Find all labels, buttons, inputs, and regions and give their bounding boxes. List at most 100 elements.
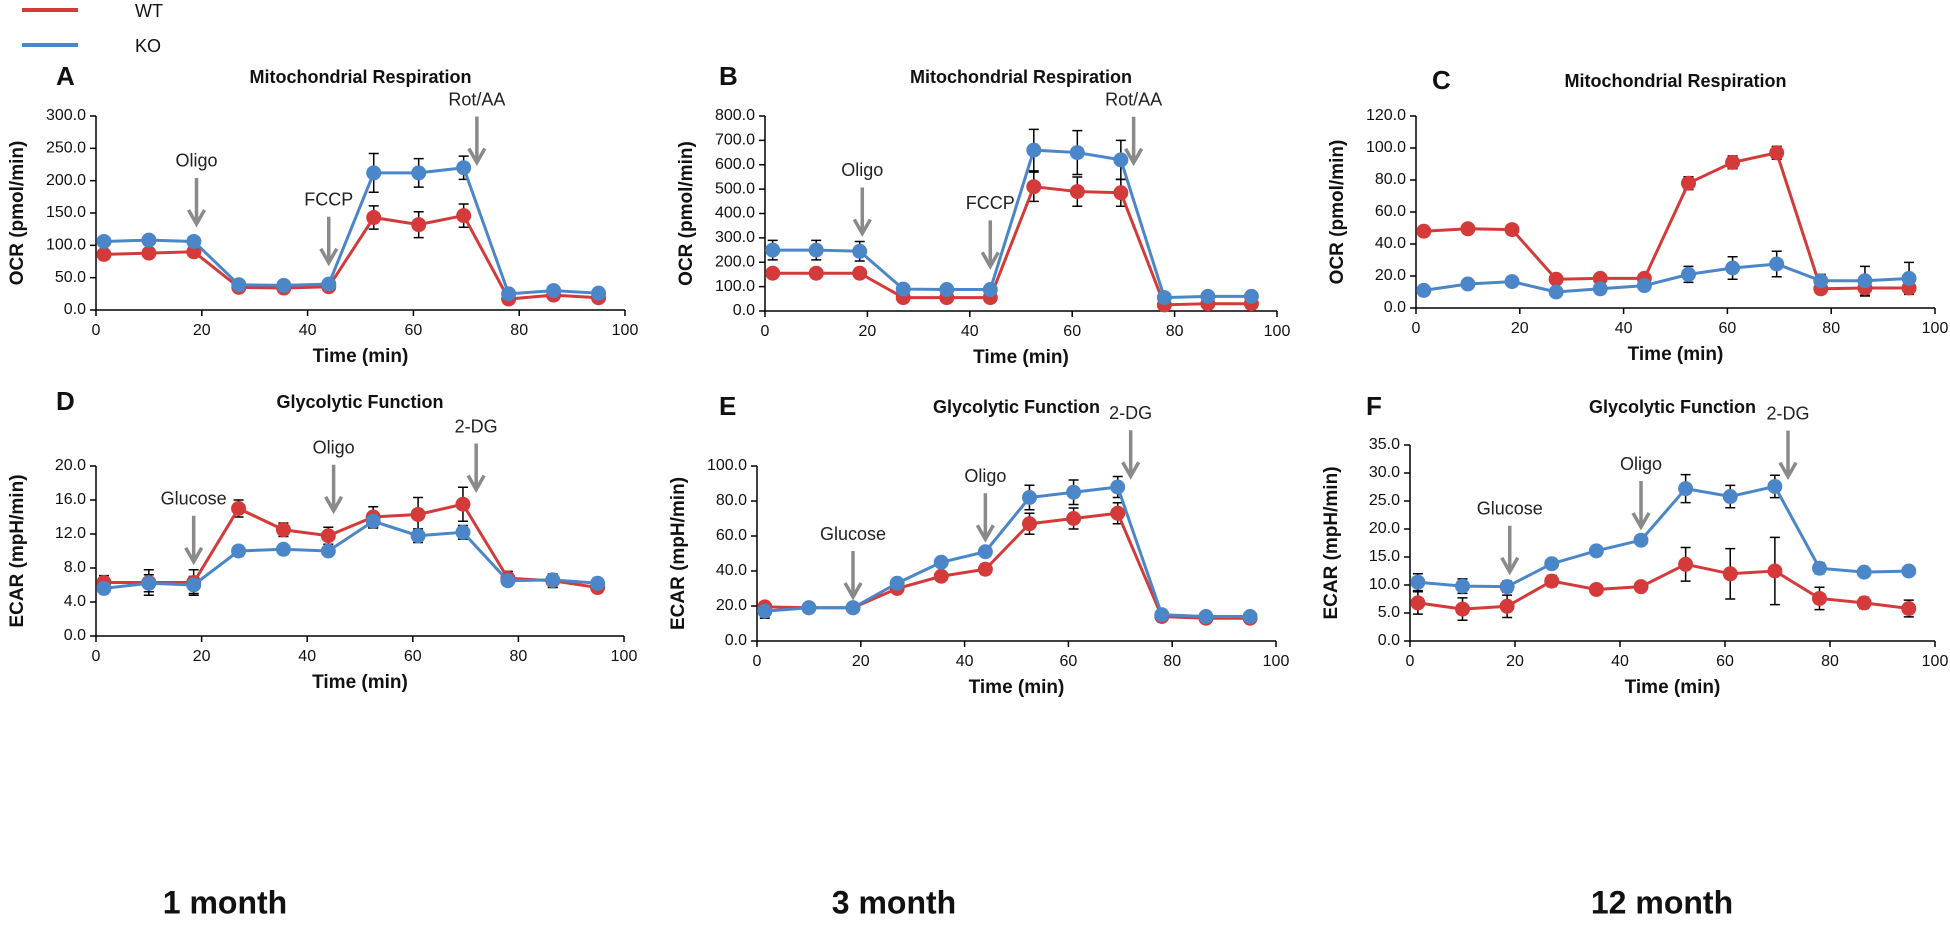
chart-title: Glycolytic Function xyxy=(276,392,443,412)
annotation-label: Glucose xyxy=(161,489,227,509)
data-point xyxy=(1812,560,1827,576)
annotation-arrow xyxy=(1500,525,1520,576)
data-point xyxy=(141,245,157,261)
data-point xyxy=(1243,288,1259,304)
data-point xyxy=(500,573,516,589)
data-point xyxy=(1544,573,1560,589)
y-tick-label: 0.0 xyxy=(733,302,755,319)
data-point xyxy=(365,513,381,529)
x-tick-label: 60 xyxy=(1719,320,1737,337)
data-point xyxy=(889,575,905,591)
panel-letter: C xyxy=(1432,65,1451,95)
data-point xyxy=(1812,590,1827,606)
data-point xyxy=(1026,179,1042,195)
x-tick-label: 0 xyxy=(1406,653,1415,670)
x-tick-label: 20 xyxy=(193,648,211,665)
data-point xyxy=(455,524,471,540)
y-tick-label: 40.0 xyxy=(716,562,747,579)
data-point xyxy=(1455,601,1470,617)
x-tick-label: 80 xyxy=(1822,320,1840,337)
data-point xyxy=(1725,260,1741,276)
y-tick-label: 10.0 xyxy=(1369,576,1400,593)
x-tick-label: 100 xyxy=(1263,653,1290,670)
data-point xyxy=(1544,556,1560,572)
x-tick-label: 100 xyxy=(1922,653,1949,670)
y-tick-label: 60.0 xyxy=(716,527,747,544)
data-point xyxy=(1678,556,1694,572)
data-point xyxy=(1856,595,1872,611)
data-point xyxy=(1592,281,1608,297)
data-point xyxy=(1416,282,1432,298)
x-tick-label: 100 xyxy=(611,648,638,665)
data-point xyxy=(1504,274,1520,290)
x-tick-label: 20 xyxy=(1506,653,1524,670)
data-point xyxy=(320,543,336,559)
annotation-label: FCCP xyxy=(304,189,353,209)
y-tick-label: 200.0 xyxy=(715,253,755,270)
y-tick-label: 16.0 xyxy=(55,491,86,508)
data-point xyxy=(1113,185,1129,201)
column-caption: 1 month xyxy=(163,884,287,920)
annotation-arrow xyxy=(843,551,863,601)
annotation-label: Oligo xyxy=(1620,454,1662,474)
annotation-arrow xyxy=(852,187,872,237)
data-point xyxy=(1767,563,1783,579)
data-point xyxy=(982,282,998,298)
data-point xyxy=(977,544,993,560)
data-point xyxy=(801,600,817,616)
data-point xyxy=(410,528,426,544)
data-point xyxy=(852,265,868,281)
annotation-arrow xyxy=(466,443,486,494)
x-tick-label: 40 xyxy=(1615,320,1633,337)
x-axis-label: Time (min) xyxy=(313,346,409,367)
data-point xyxy=(757,603,773,619)
x-tick-label: 80 xyxy=(1166,323,1184,340)
panel: E Glycolytic Function 0.0 20.0 40.0 60.0 80.0 1… xyxy=(668,391,1289,698)
y-tick-label: 300.0 xyxy=(715,229,755,246)
data-point xyxy=(1110,479,1126,495)
data-point xyxy=(1113,152,1129,168)
series-line xyxy=(103,502,598,590)
annotation-label: Rot/AA xyxy=(1105,90,1162,110)
y-tick-label: 5.0 xyxy=(1378,604,1400,621)
annotation-arrow xyxy=(324,464,344,515)
x-tick-label: 60 xyxy=(405,322,423,339)
data-point xyxy=(366,165,382,181)
annotation-label: Glucose xyxy=(820,524,886,544)
panel-letter: E xyxy=(719,391,736,421)
annotation-label: Oligo xyxy=(841,160,883,180)
series-line xyxy=(103,166,599,296)
data-point xyxy=(1069,184,1085,200)
data-point xyxy=(1504,222,1520,238)
data-point xyxy=(808,242,824,258)
y-axis-label: OCR (pmol/min) xyxy=(676,141,697,286)
annotation-arrow xyxy=(1124,116,1144,167)
data-point xyxy=(1499,579,1515,595)
x-axis-label: Time (min) xyxy=(973,347,1069,368)
data-point xyxy=(1901,601,1917,617)
x-tick-label: 80 xyxy=(510,322,528,339)
x-tick-label: 20 xyxy=(193,322,211,339)
y-tick-label: 0.0 xyxy=(64,301,86,318)
y-tick-label: 0.0 xyxy=(64,627,86,644)
data-point xyxy=(411,165,427,181)
data-point xyxy=(546,283,562,299)
data-point xyxy=(939,282,955,298)
data-point xyxy=(1460,221,1476,237)
chart-title: Mitochondrial Respiration xyxy=(910,67,1132,87)
annotation-arrow xyxy=(186,177,207,228)
data-point xyxy=(1767,478,1783,494)
y-tick-label: 40.0 xyxy=(1375,235,1406,252)
x-axis-label: Time (min) xyxy=(312,672,408,693)
annotation-label: FCCP xyxy=(966,193,1015,213)
y-tick-label: 20.0 xyxy=(55,457,86,474)
data-point xyxy=(321,276,337,292)
x-tick-label: 0 xyxy=(1412,320,1421,337)
x-tick-label: 20 xyxy=(859,323,877,340)
data-point xyxy=(1901,563,1917,579)
data-point xyxy=(1722,566,1738,582)
legend: WT KO xyxy=(22,1,163,56)
data-point xyxy=(231,543,247,559)
